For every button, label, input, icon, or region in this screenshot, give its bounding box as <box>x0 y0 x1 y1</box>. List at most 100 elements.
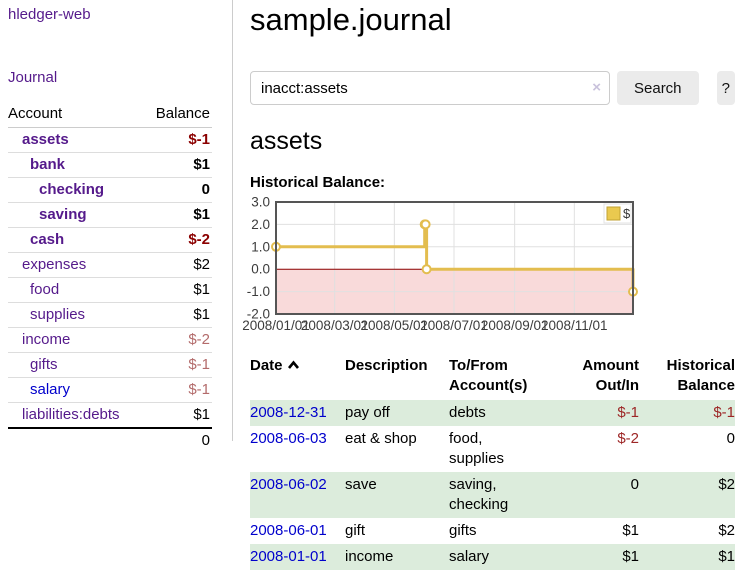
total-label <box>8 427 145 453</box>
search-form: × Search ? <box>250 71 735 105</box>
column-balance: Historical Balance <box>666 357 735 394</box>
accounts-column-account: Account <box>8 101 145 128</box>
clear-search-icon[interactable]: × <box>592 79 601 96</box>
transactions-header-row: Date Description To/From Account(s) Amou… <box>250 354 735 400</box>
legend-swatch <box>606 206 621 221</box>
help-button[interactable]: ? <box>716 71 735 105</box>
transaction-balance: $-1 <box>713 404 735 421</box>
transaction-balance: 0 <box>726 430 735 447</box>
accounts-column-balance: Balance <box>144 101 212 128</box>
account-row: assets $-1 <box>8 128 212 153</box>
account-link[interactable]: expenses <box>22 256 87 273</box>
account-row: bank $1 <box>8 152 212 178</box>
x-tick-label: 2008/03/01 <box>301 318 369 333</box>
account-balance: $2 <box>144 252 212 278</box>
column-amount: Amount Out/In <box>582 357 639 394</box>
transaction-date-link[interactable]: 2008-12-31 <box>250 404 327 421</box>
account-balance: $1 <box>144 402 212 428</box>
accounts-table: Account Balance assets $-1 bank $1 checking 0… <box>8 101 212 453</box>
search-input[interactable] <box>250 71 610 105</box>
y-tick-label: 2.0 <box>251 217 270 232</box>
transaction-balance: $2 <box>718 476 735 493</box>
account-link[interactable]: supplies <box>30 306 86 323</box>
transaction-description: income <box>345 548 394 565</box>
transaction-description: eat & shop <box>345 430 417 447</box>
account-link[interactable]: liabilities:debts <box>22 406 120 423</box>
account-link[interactable]: saving <box>39 206 87 223</box>
accounts-header-row: Account Balance <box>8 101 212 128</box>
y-tick-label: 0.0 <box>251 262 270 277</box>
transaction-row: 2008-12-31 pay off debts $-1 $-1 <box>250 400 735 426</box>
y-tick-label: -2.0 <box>247 307 270 322</box>
transaction-description: save <box>345 476 377 493</box>
transaction-description: pay off <box>345 404 390 421</box>
historical-balance-chart: 3.0 2.0 1.0 0.0 -1.0 -2.0 2008/01/01 2008/03/01… <box>242 195 735 335</box>
transaction-amount: 0 <box>630 476 639 493</box>
account-balance: $1 <box>144 202 212 228</box>
transaction-amount: $-2 <box>617 430 639 447</box>
transaction-row: 2008-06-02 save saving, checking 0 $2 <box>250 472 735 518</box>
transaction-row: 2008-06-01 gift gifts $1 $2 <box>250 518 735 544</box>
search-button[interactable]: Search <box>617 71 699 105</box>
account-row: supplies $1 <box>8 302 212 328</box>
account-link[interactable]: bank <box>30 156 66 173</box>
transaction-accounts: salary <box>449 548 490 565</box>
account-row: gifts $-1 <box>8 352 212 378</box>
transaction-accounts: debts <box>449 404 486 421</box>
page-title: sample.journal <box>250 2 452 37</box>
transaction-date-link[interactable]: 2008-01-01 <box>250 548 327 565</box>
x-tick-label: 2008/01/01 <box>242 318 310 333</box>
x-tick-label: 2008/05/01 <box>361 318 429 333</box>
account-link[interactable]: cash <box>30 231 65 248</box>
transaction-date-link[interactable]: 2008-06-02 <box>250 476 327 493</box>
y-tick-label: -1.0 <box>247 284 270 299</box>
search-input-wrap: × <box>250 71 610 105</box>
y-tick-label: 1.0 <box>251 239 270 254</box>
y-tick-label: 3.0 <box>251 195 270 210</box>
account-balance: $1 <box>144 277 212 303</box>
chart-canvas: 3.0 2.0 1.0 0.0 -1.0 -2.02008/01/012008/03/01… <box>242 195 638 333</box>
transaction-description: gift <box>345 522 366 539</box>
account-balance: $-2 <box>144 227 212 253</box>
transaction-date-link[interactable]: 2008-06-03 <box>250 430 327 447</box>
account-row: expenses $2 <box>8 252 212 278</box>
legend-label: $ <box>623 206 631 221</box>
transaction-date-link[interactable]: 2008-06-01 <box>250 522 327 539</box>
account-link[interactable]: gifts <box>30 356 58 373</box>
sort-ascending-icon <box>287 356 300 376</box>
sidebar-item-journal[interactable]: Journal <box>8 69 58 86</box>
transaction-row: 2008-06-03 eat & shop food, supplies $-2 0 <box>250 426 735 472</box>
app-title-link[interactable]: hledger-web <box>8 6 91 23</box>
x-tick-label: 2008/07/01 <box>420 318 488 333</box>
transaction-accounts: saving, checking <box>449 476 509 513</box>
transaction-accounts: food, supplies <box>449 430 505 467</box>
account-row: salary $-1 <box>8 377 212 403</box>
accounts-total-row: 0 <box>8 427 212 453</box>
main-content: sample.journal × Search ? assets Histori… <box>242 0 735 570</box>
account-link[interactable]: income <box>22 331 71 348</box>
account-link[interactable]: food <box>30 281 60 298</box>
account-row: cash $-2 <box>8 227 212 253</box>
data-point <box>420 219 431 230</box>
account-link[interactable]: assets <box>22 131 69 148</box>
accounts-total-value: 0 <box>144 427 212 453</box>
column-date[interactable]: Date <box>250 354 345 400</box>
chart-title: Historical Balance: <box>250 174 386 191</box>
account-balance: $-1 <box>188 131 210 148</box>
account-balance: $-1 <box>144 352 212 378</box>
account-row: liabilities:debts $1 <box>8 402 212 428</box>
account-row: food $1 <box>8 277 212 303</box>
account-link[interactable]: checking <box>39 181 105 198</box>
account-link[interactable]: salary <box>30 381 71 398</box>
transactions-table: Date Description To/From Account(s) Amou… <box>250 354 735 570</box>
column-description: Description <box>345 357 428 374</box>
transaction-row: 2008-01-01 income salary $1 $1 <box>250 544 735 570</box>
account-heading: assets <box>250 127 323 155</box>
x-tick-label: 2008/11/01 <box>541 318 608 333</box>
account-balance: $1 <box>144 302 212 328</box>
transaction-balance: $2 <box>718 522 735 539</box>
account-row: income $-2 <box>8 327 212 353</box>
transaction-amount: $1 <box>622 548 639 565</box>
transaction-balance: $1 <box>718 548 735 565</box>
account-balance: $-1 <box>144 377 212 403</box>
